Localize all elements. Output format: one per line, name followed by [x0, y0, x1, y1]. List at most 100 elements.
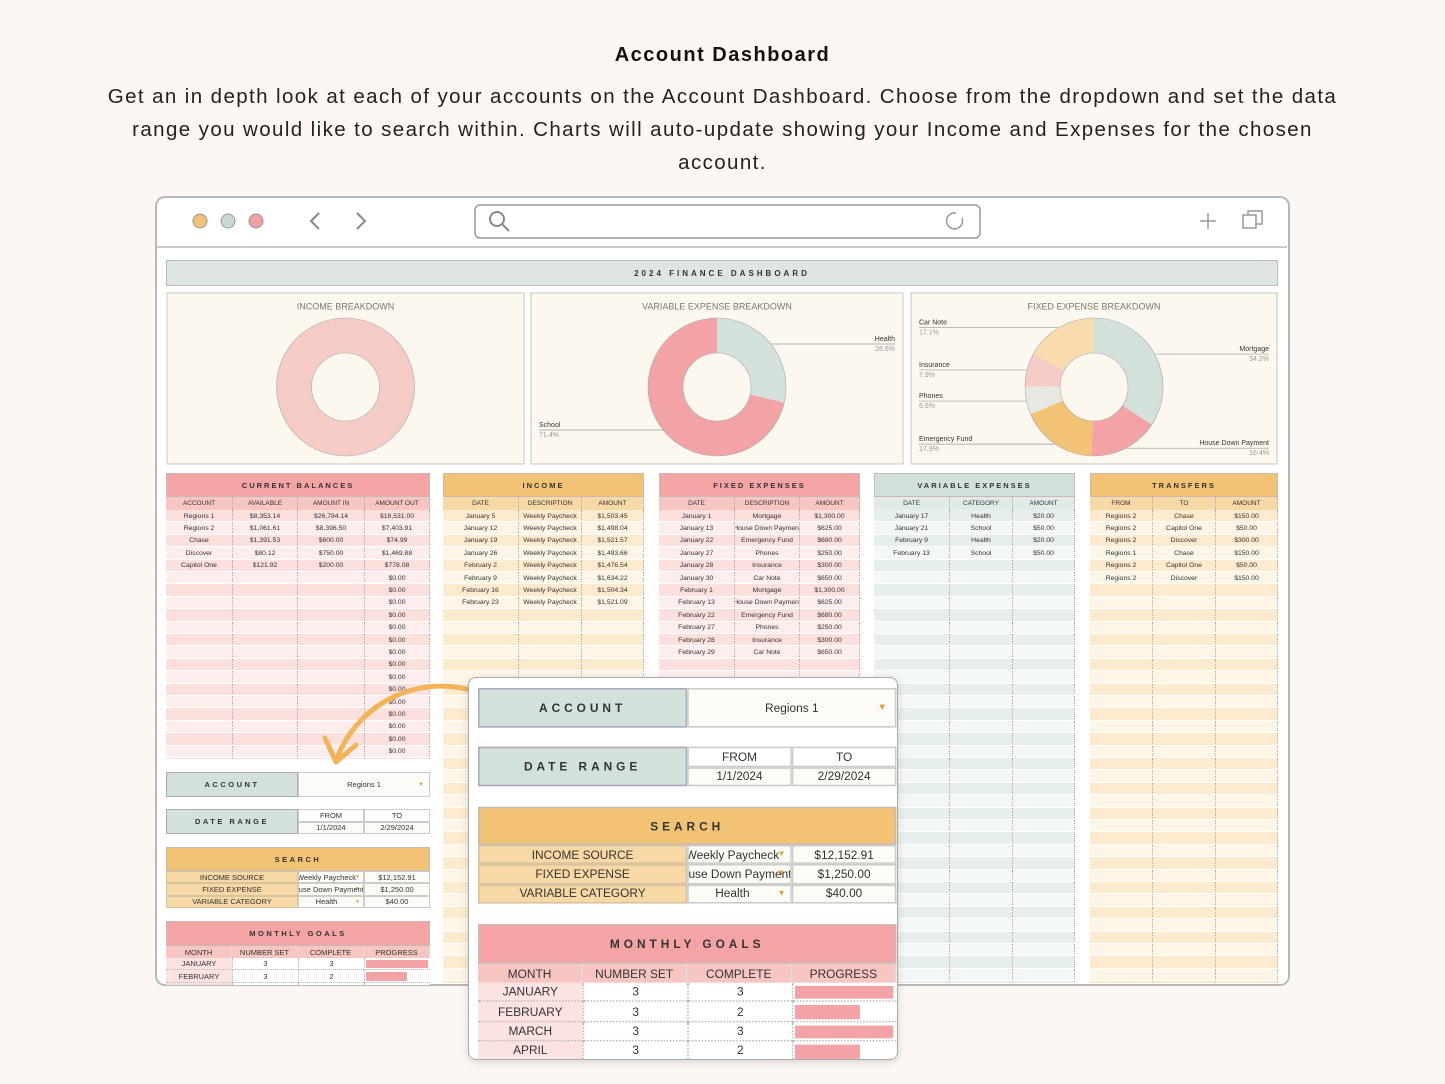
- account-panel-content: ACCOUNT Regions 1 ▼ DATE RANGE FROM TO 1/1/202…: [166, 772, 430, 985]
- table-row: [443, 609, 644, 622]
- search-dropdown[interactable]: House Down Payment: [298, 883, 364, 896]
- table-cell: [233, 683, 298, 695]
- table-row: January 5 Weekly Paycheck $1,503.45: [443, 510, 644, 523]
- goals-header: COMPLETE: [687, 963, 792, 983]
- table-cell: Chase: [1153, 510, 1216, 522]
- table-cell: [1013, 708, 1075, 720]
- table-cell: Mortgage: [735, 510, 800, 522]
- table-cell: [1013, 919, 1075, 931]
- forward-button[interactable]: [356, 212, 367, 230]
- table-row: [874, 584, 1075, 597]
- table-cell: [659, 671, 735, 683]
- table-cell: [1090, 733, 1153, 745]
- search-dropdown[interactable]: Weekly Paycheck: [687, 844, 792, 865]
- dropdown-caret: ▼: [418, 781, 424, 788]
- table-title: CURRENT BALANCES: [166, 473, 430, 497]
- table-cell: [874, 931, 950, 943]
- table-cell: $50.00: [1013, 547, 1075, 559]
- table-cell: [166, 696, 233, 708]
- reload-icon[interactable]: [945, 212, 964, 230]
- dropdown-caret: ▼: [777, 849, 786, 860]
- zoom-panel: ACCOUNT Regions 1 ▼ DATE RANGE FROM TO 1/1/202…: [468, 677, 898, 1060]
- search-dropdown[interactable]: Health: [298, 895, 364, 909]
- table-cell: [166, 584, 233, 596]
- tabs-icon[interactable]: [1242, 214, 1257, 229]
- table-cell: $0.00: [365, 683, 430, 695]
- table-cell: $1,504.34: [582, 584, 644, 596]
- donut-hole: [682, 352, 752, 422]
- table-row: [874, 658, 1075, 672]
- table-cell: Weekly Paycheck: [519, 547, 582, 559]
- table-cell: [166, 683, 233, 695]
- table-cell: [1090, 609, 1153, 621]
- table-row: [874, 572, 1075, 585]
- table-cell: [874, 609, 950, 621]
- table-cell: [166, 733, 233, 745]
- table-cell: [950, 745, 1013, 757]
- table-cell: [1216, 646, 1278, 658]
- dropdown-caret: ▼: [777, 869, 786, 879]
- column-header: FROM: [1090, 497, 1153, 510]
- table-cell: [950, 584, 1013, 596]
- search-amount: $1,250.00: [791, 864, 897, 885]
- table-row: [1090, 944, 1278, 957]
- table-cell: [1013, 844, 1075, 857]
- table-cell: [443, 646, 519, 658]
- table-cell: [298, 609, 365, 621]
- table-cell: $7,403.91: [365, 522, 430, 534]
- table-title: INCOME: [443, 473, 644, 497]
- table-cell: [950, 832, 1013, 844]
- search-title: SEARCH: [166, 847, 430, 871]
- table-cell: $1,061.61: [233, 522, 298, 534]
- goals-header: PROGRESS: [791, 963, 897, 983]
- table-cell: Health: [950, 510, 1013, 522]
- table-cell: [233, 745, 298, 757]
- goals-month: JANUARY: [478, 982, 583, 1003]
- account-dropdown[interactable]: Regions 1: [687, 688, 897, 728]
- search-bar[interactable]: [474, 204, 981, 239]
- table-cell: [1013, 609, 1075, 621]
- table-cell: [950, 658, 1013, 671]
- table-cell: [298, 683, 365, 695]
- table-cell: February 13: [659, 596, 735, 609]
- donut-outline: [1024, 317, 1164, 457]
- table-row: [1090, 894, 1278, 907]
- goals-month: APRIL: [478, 1041, 583, 1059]
- table-cell: [298, 745, 365, 757]
- account-panel: ACCOUNT Regions 1 ▼ DATE RANGE FROM TO 1/1/202…: [478, 688, 897, 1059]
- table-cell: [1153, 658, 1216, 671]
- slice-label: School: [539, 422, 561, 429]
- table-cell: [1090, 869, 1153, 881]
- table-cell: [1090, 683, 1153, 695]
- table-cell: [874, 807, 950, 819]
- column-header: AMOUNT: [582, 497, 644, 510]
- table-cell: [443, 671, 519, 683]
- table-cell: $0.00: [365, 708, 430, 720]
- table-cell: $26,784.14: [298, 510, 365, 522]
- column-header: DATE: [659, 497, 735, 510]
- search-dropdown[interactable]: Weekly Paycheck: [298, 871, 364, 884]
- table-cell: January 22: [659, 534, 735, 547]
- table-cell: [874, 559, 950, 571]
- table-row: January 1 Mortgage $1,300.00: [659, 510, 860, 523]
- new-tab-icon[interactable]: [1200, 213, 1216, 229]
- column-header: CATEGORY: [950, 497, 1013, 510]
- goals-header: MONTH: [478, 963, 583, 983]
- back-button[interactable]: [309, 212, 320, 230]
- table-cell: $1,521.09: [582, 596, 644, 609]
- table-cell: January 17: [874, 510, 950, 522]
- table-row: [1090, 621, 1278, 634]
- table-cell: [1090, 795, 1153, 807]
- table-cell: [1216, 696, 1278, 708]
- table-row: $0.00: [166, 708, 430, 721]
- table-cell: [874, 968, 950, 981]
- table-cell: February 28: [659, 634, 735, 646]
- search-dropdown[interactable]: House Down Payment: [687, 864, 792, 885]
- date-header: FROM: [298, 809, 364, 822]
- table-cell: [950, 708, 1013, 720]
- table-cell: $0.00: [365, 696, 430, 708]
- account-label: ACCOUNT: [478, 688, 688, 728]
- search-dropdown[interactable]: Health: [687, 884, 792, 904]
- table-cell: [800, 658, 860, 671]
- account-dropdown[interactable]: Regions 1: [298, 772, 430, 797]
